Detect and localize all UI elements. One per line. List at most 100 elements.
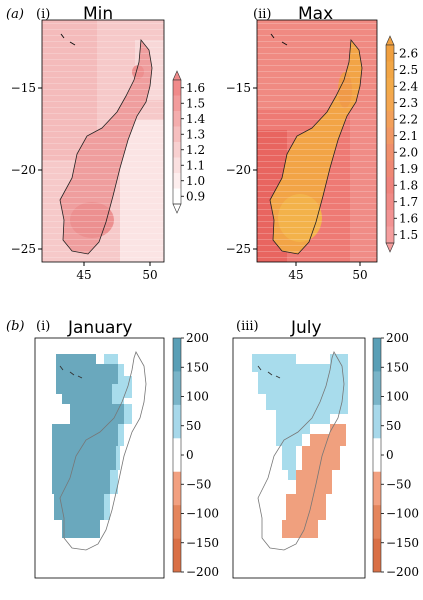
max-colorbar-bottom-triangle [385, 242, 395, 253]
max-x-tick-45: 45 [288, 268, 303, 282]
max-colorbar-tick-label: 1.8 [399, 178, 418, 192]
jan-sublabel: (i) [36, 319, 50, 334]
max-colorbar-swatch [386, 226, 394, 244]
jul-colorbar-swatch [373, 471, 381, 506]
jul-map [232, 337, 366, 579]
y-tick-20: −20 [11, 163, 36, 177]
max-x-tick-50: 50 [352, 268, 367, 282]
jan-colorbar-swatch [173, 438, 181, 473]
max-colorbar-tick-label: 2.3 [399, 96, 418, 110]
min-map-frame [41, 19, 165, 263]
min-y-axis: −15 −20 −25 [11, 81, 42, 256]
jan-colorbar-tick-label: 200 [186, 331, 209, 345]
min-title: Min [83, 4, 113, 24]
max-y-tick-25: −25 [226, 242, 251, 256]
max-y-tick-20: −20 [226, 163, 251, 177]
min-colorbar-tick-label: 1.0 [186, 174, 205, 188]
min-colorbar-swatch [173, 111, 181, 127]
min-colorbar-tick-label: 1.1 [186, 158, 205, 172]
min-x-tick-45: 45 [76, 268, 91, 282]
min-x-tick-50: 50 [142, 268, 157, 282]
min-colorbar-outline [172, 79, 182, 205]
jul-colorbar-tick-label: 50 [386, 419, 401, 433]
jul-title: July [290, 318, 322, 338]
max-colorbar-tick-label: 1.7 [399, 195, 418, 209]
max-map [257, 20, 377, 262]
jul-colorbar-tick-label: 0 [386, 448, 394, 462]
jan-colorbar-tick-label: −200 [186, 565, 219, 579]
min-colorbar-tick-label: 1.5 [186, 96, 205, 110]
min-x-axis: 45 50 [76, 262, 158, 282]
min-map [42, 20, 164, 262]
max-colorbar: 2.6 2.5 2.4 2.3 2.2 2.1 2.0 1.9 1.8 1.7 1.6 1.5 [385, 35, 418, 253]
jul-colorbar-tick-label: 200 [386, 331, 409, 345]
panel-a-label: (a) [6, 7, 24, 22]
max-colorbar-swatch [386, 160, 394, 178]
min-colorbar-swatch [173, 80, 181, 96]
min-colorbar-swatch [173, 173, 181, 189]
jan-colorbar-swatch [173, 338, 181, 372]
jan-colorbar-swatch [173, 538, 181, 573]
min-colorbar-tick-label: 1.4 [186, 112, 205, 126]
jul-colorbar-tick-label: −150 [386, 536, 419, 550]
max-colorbar-swatch [386, 94, 394, 112]
min-coastline [59, 38, 153, 255]
min-sublabel: (i) [36, 7, 50, 22]
max-sublabel: (ii) [253, 7, 271, 22]
max-coastline [269, 38, 363, 255]
max-colorbar-outline [385, 44, 395, 244]
y-tick-15: −15 [11, 81, 36, 95]
jan-colorbar-tick-label: −150 [186, 536, 219, 550]
max-colorbar-tick-label: 2.1 [399, 129, 418, 143]
min-colorbar-tick-label: 0.9 [186, 189, 205, 203]
min-colorbar-swatch [173, 142, 181, 158]
jan-colorbar-tick-label: −100 [186, 507, 219, 521]
jan-title: January [67, 318, 132, 338]
jan-colorbar-tick-label: 50 [186, 419, 201, 433]
jul-colorbar-tick-label: −50 [386, 477, 411, 491]
max-colorbar-swatch [386, 144, 394, 161]
panel-b-label: (b) [6, 319, 24, 334]
max-colorbar-tick-label: 2.2 [399, 112, 418, 126]
jan-colorbar-swatch [173, 404, 181, 439]
jan-colorbar: 200 150 100 50 0 −50 −100 −150 −200 [172, 331, 219, 579]
min-colorbar: 1.61.5 1.41.3 1.21.1 1.00.9 [172, 70, 205, 214]
jul-colorbar-swatch [373, 404, 381, 439]
jul-colorbar-swatch [373, 538, 381, 573]
min-colorbar-swatch [173, 95, 181, 112]
max-colorbar-tick-label: 2.5 [399, 63, 418, 77]
min-colorbar-bottom-triangle [172, 203, 182, 214]
jan-colorbar-tick-label: 150 [186, 360, 209, 374]
max-title: Max [298, 4, 333, 24]
jan-colorbar-tick-label: −50 [186, 477, 211, 491]
min-colorbar-swatch [173, 157, 181, 174]
max-colorbar-swatch [386, 127, 394, 145]
jul-colorbar-swatch [373, 371, 381, 406]
jul-sublabel: (iii) [236, 319, 259, 334]
max-colorbar-tick-label: 1.9 [399, 162, 418, 176]
max-colorbar-swatch [386, 61, 394, 79]
max-colorbar-tick-label: 1.5 [399, 228, 418, 242]
jul-colorbar-tick-label: −200 [386, 565, 419, 579]
max-map-frame [256, 19, 378, 263]
jul-colorbar-tick-label: 150 [386, 360, 409, 374]
min-colorbar-tick-label: 1.2 [186, 143, 205, 157]
max-y-tick-15: −15 [226, 81, 251, 95]
y-tick-25: −25 [11, 242, 36, 256]
min-colorbar-tick-label: 1.3 [186, 127, 205, 141]
max-y-axis: −15 −20 −25 [226, 81, 257, 256]
min-colorbar-swatch [173, 188, 181, 205]
min-colorbar-top-triangle [172, 70, 182, 81]
max-colorbar-swatch [386, 111, 394, 128]
max-colorbar-swatch [386, 177, 394, 194]
min-colorbar-swatch [173, 126, 181, 143]
jul-colorbar: 200 150 100 50 0 −50 −100 −150 −200 [372, 331, 419, 579]
max-colorbar-tick-label: 2.4 [399, 79, 418, 93]
jan-colorbar-tick-label: 0 [186, 448, 194, 462]
jan-colorbar-swatch [173, 371, 181, 406]
jan-colorbar-tick-label: 100 [186, 390, 209, 404]
max-colorbar-swatch [386, 193, 394, 211]
max-colorbar-swatch [386, 210, 394, 227]
max-colorbar-tick-label: 2.6 [399, 46, 418, 60]
